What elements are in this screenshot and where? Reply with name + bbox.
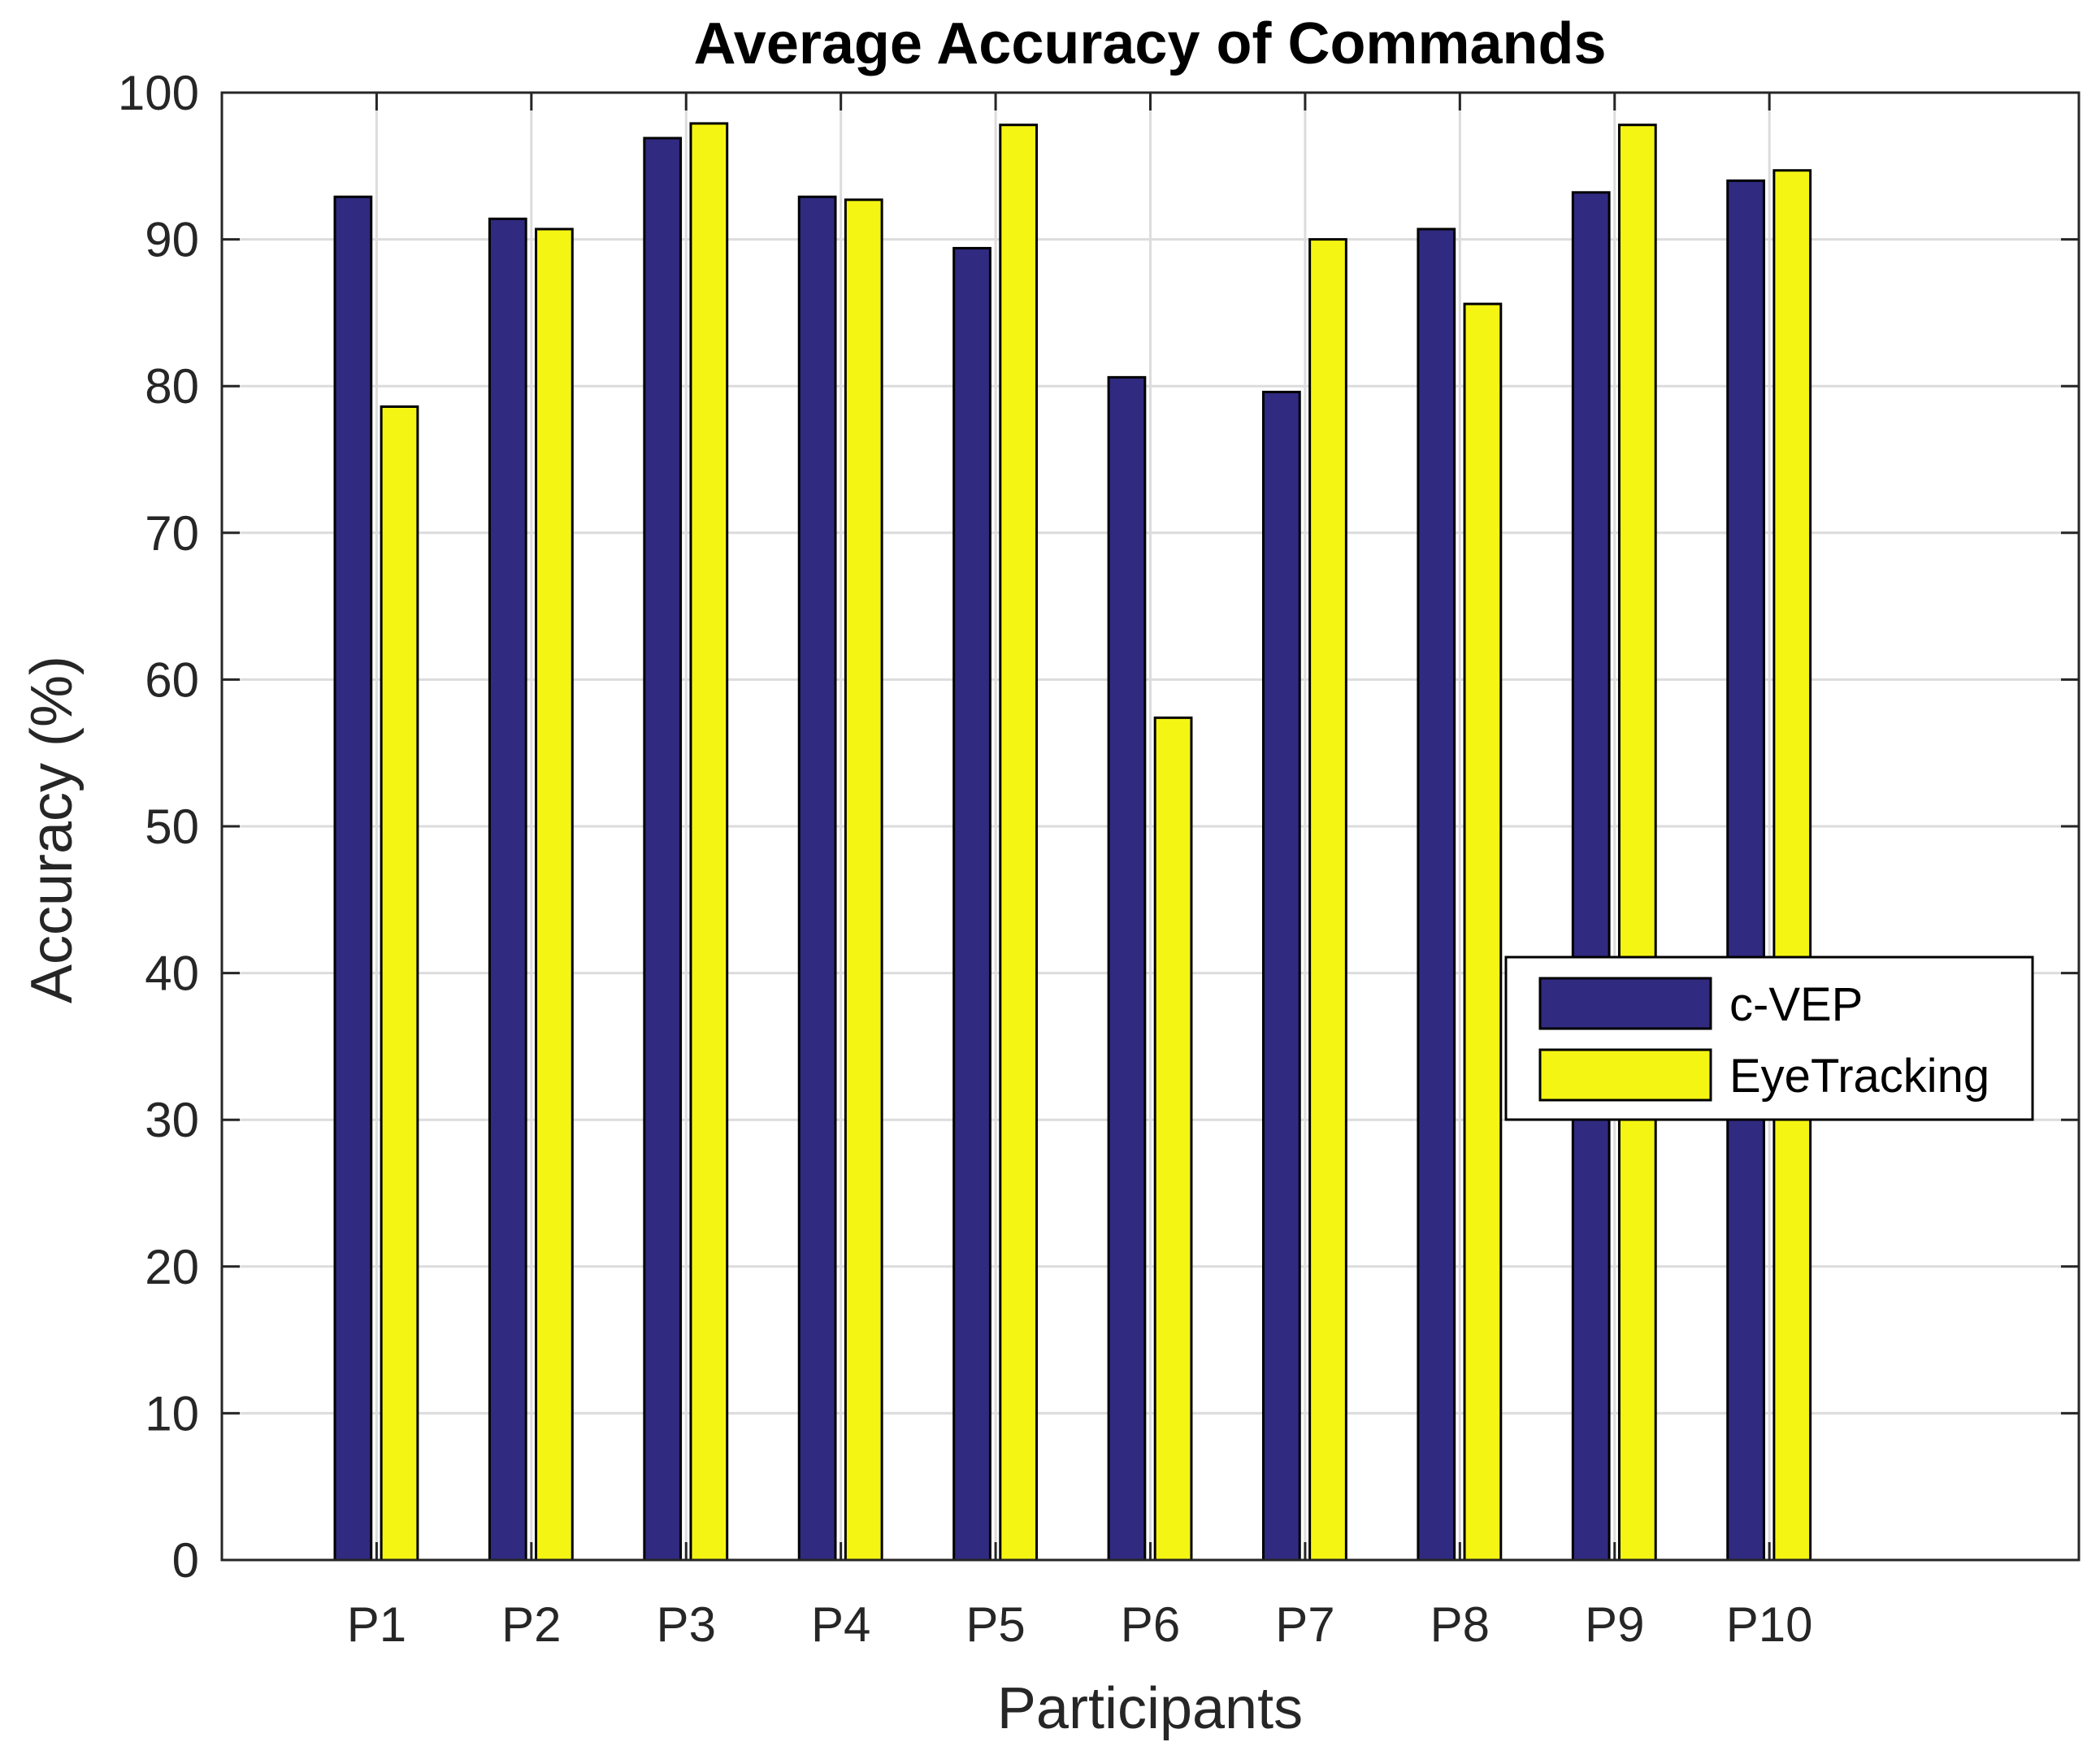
y-tick-label: 40	[145, 947, 199, 1001]
legend: c-VEP EyeTracking	[1504, 956, 2034, 1121]
bar-c-vep-p2	[488, 217, 527, 1562]
bar-c-vep-p10	[1726, 179, 1766, 1562]
bar-c-vep-p4	[797, 195, 837, 1562]
bar-eyetracking-p9	[1617, 124, 1657, 1562]
x-tick-label: P9	[1585, 1597, 1644, 1652]
bars	[333, 122, 1812, 1562]
bar-c-vep-p7	[1262, 390, 1301, 1562]
axis-ticks: 0 10 20 30 40 50 60 70 80 90 100 P1 P2 P3 P4 P5 P6 P7 P8 P9…	[118, 66, 2079, 1652]
y-axis-label: Accuracy (%)	[20, 656, 85, 1003]
y-tick-label: 30	[145, 1093, 199, 1147]
y-tick-label: 100	[118, 66, 199, 120]
y-tick-label: 0	[172, 1533, 199, 1588]
bar-eyetracking-p1	[380, 405, 419, 1562]
x-tick-label: P5	[965, 1597, 1025, 1652]
x-tick-label: P3	[657, 1597, 716, 1652]
y-tick-label: 20	[145, 1240, 199, 1294]
x-tick-label: P10	[1726, 1597, 1813, 1652]
x-axis-label: Participants	[997, 1676, 1303, 1741]
x-tick-label: P7	[1275, 1597, 1334, 1652]
bar-eyetracking-p2	[535, 228, 574, 1562]
bar-c-vep-p3	[643, 136, 683, 1562]
bar-eyetracking-p3	[689, 122, 729, 1562]
x-tick-label: P1	[347, 1597, 406, 1652]
x-tick-label: P8	[1430, 1597, 1490, 1652]
legend-label: EyeTracking	[1729, 1050, 1989, 1103]
x-tick-label: P6	[1121, 1597, 1180, 1652]
bar-eyetracking-p6	[1153, 716, 1193, 1562]
y-tick-label: 60	[145, 652, 199, 707]
x-tick-label: P4	[811, 1597, 870, 1652]
y-tick-label: 50	[145, 800, 199, 854]
bar-eyetracking-p4	[844, 198, 883, 1562]
chart-title: Average Accuracy of Commands	[693, 11, 1606, 76]
y-tick-label: 10	[145, 1386, 199, 1441]
bar-c-vep-p9	[1571, 191, 1611, 1562]
x-tick-label: P2	[501, 1597, 561, 1652]
legend-swatch	[1538, 1048, 1712, 1102]
legend-swatch	[1538, 977, 1712, 1030]
legend-label: c-VEP	[1729, 978, 1863, 1031]
bar-c-vep-p8	[1417, 228, 1456, 1562]
bar-c-vep-p5	[952, 246, 991, 1562]
bar-eyetracking-p7	[1308, 238, 1347, 1562]
bar-c-vep-p1	[333, 195, 373, 1562]
bar-eyetracking-p5	[999, 124, 1039, 1562]
bar-c-vep-p6	[1107, 375, 1147, 1562]
y-tick-label: 80	[145, 359, 199, 414]
bar-eyetracking-p10	[1772, 169, 1812, 1562]
y-tick-label: 90	[145, 213, 199, 267]
bar-eyetracking-p8	[1463, 302, 1503, 1562]
y-tick-label: 70	[145, 506, 199, 561]
